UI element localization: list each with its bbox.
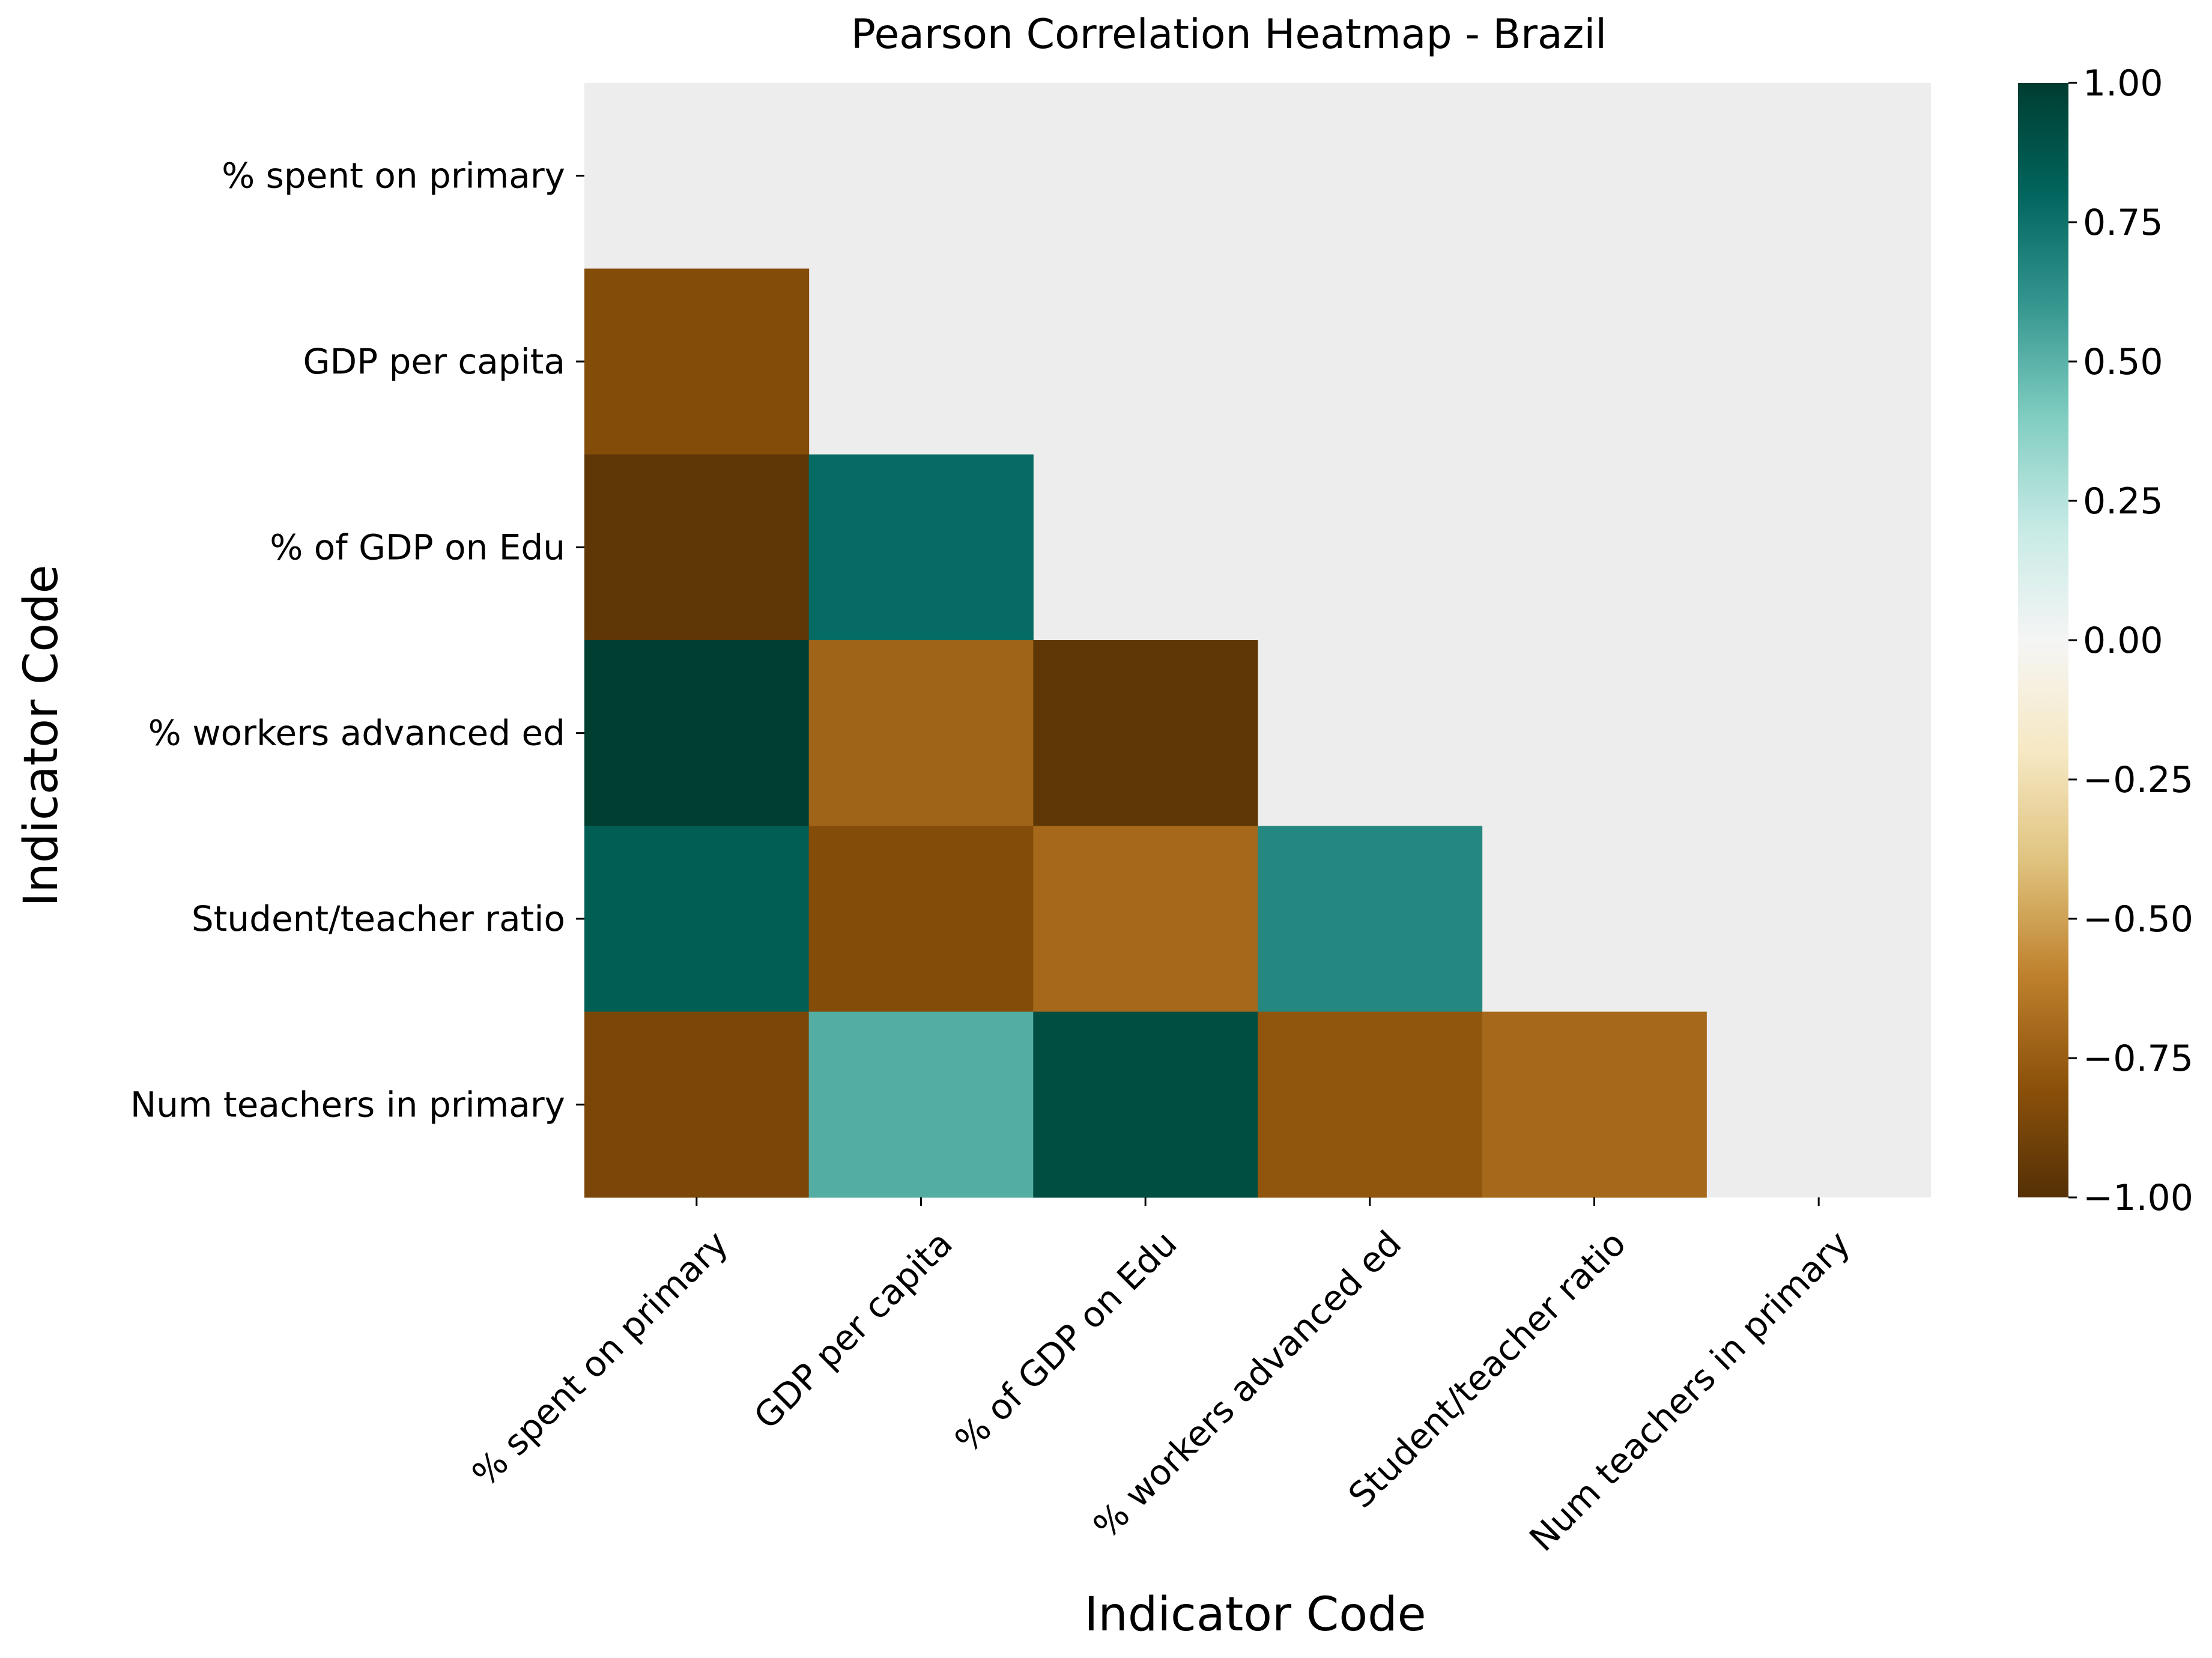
heatmap-cell <box>584 454 810 641</box>
y-tick-label: % workers advanced ed <box>148 713 565 754</box>
y-tick-label: % of GDP on Edu <box>270 527 565 567</box>
x-tick-label: GDP per capita <box>746 1223 960 1437</box>
chart-title: Pearson Correlation Heatmap - Brazil <box>851 11 1607 58</box>
colorbar-tick-label: −1.00 <box>2083 1177 2193 1219</box>
y-axis-ticks: % spent on primary GDP per capita % of GDP… <box>130 156 584 1125</box>
heatmap-cell <box>808 826 1034 1012</box>
colorbar-gradient <box>2018 83 2068 1197</box>
heatmap-cells <box>584 268 1707 1198</box>
colorbar-tick-label: 0.25 <box>2083 480 2163 522</box>
colorbar-tick-label: 1.00 <box>2083 62 2163 104</box>
heatmap-cell <box>1258 826 1483 1012</box>
x-tick-label: % spent on primary <box>464 1223 736 1494</box>
colorbar: 1.00 0.75 0.50 0.25 0.00 −0.25 −0.50 −0.75 −1.00 <box>2018 62 2193 1219</box>
heatmap-cell <box>584 268 810 455</box>
colorbar-tick-label: −0.75 <box>2083 1038 2193 1080</box>
x-axis-label: Indicator Code <box>1084 1588 1426 1642</box>
heatmap-cell <box>1482 1011 1707 1198</box>
heatmap-cell <box>584 1011 810 1198</box>
colorbar-tick-label: 0.50 <box>2083 341 2163 383</box>
colorbar-tick-label: 0.75 <box>2083 202 2163 244</box>
colorbar-tick-label: −0.50 <box>2083 898 2193 940</box>
heatmap-cell <box>1033 640 1258 826</box>
heatmap-cell <box>1033 826 1258 1012</box>
y-tick-label: GDP per capita <box>303 341 565 382</box>
colorbar-tick-label: −0.25 <box>2083 759 2193 801</box>
heatmap-cell <box>808 640 1034 826</box>
heatmap-cell <box>808 1011 1034 1198</box>
heatmap-cell <box>808 454 1034 641</box>
x-tick-label: % of GDP on Edu <box>947 1223 1185 1460</box>
heatmap-cell <box>1258 1011 1483 1198</box>
heatmap-cell <box>584 826 810 1012</box>
x-axis-ticks: % spent on primary GDP per capita% of GDP… <box>464 1197 1858 1560</box>
colorbar-tick-label: 0.00 <box>2083 620 2163 662</box>
y-tick-label: Num teachers in primary <box>130 1084 565 1125</box>
y-tick-label: % spent on primary <box>222 156 565 196</box>
heatmap-cell <box>1033 1011 1258 1198</box>
heatmap-cell <box>584 640 810 826</box>
y-tick-label: Student/teacher ratio <box>192 898 565 939</box>
y-axis-label: Indicator Code <box>14 564 68 906</box>
